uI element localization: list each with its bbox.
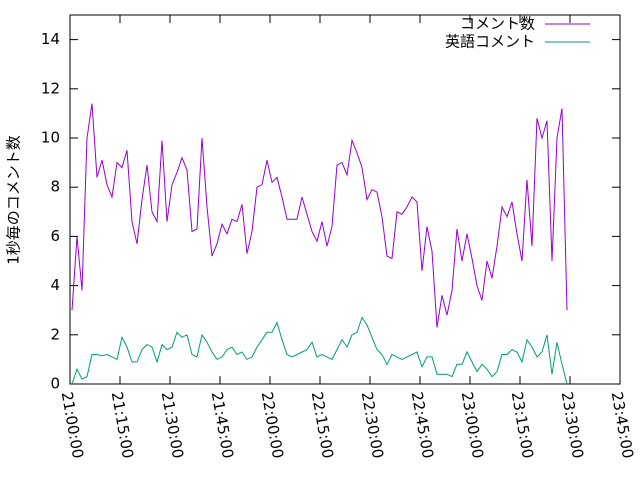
series-line bbox=[71, 103, 568, 328]
y-tick-label: 0 bbox=[50, 375, 60, 393]
y-tick-label: 10 bbox=[41, 129, 60, 147]
x-tick-label: 21:30:00 bbox=[158, 390, 187, 459]
y-tick-label: 12 bbox=[41, 79, 60, 97]
x-tick-label: 23:00:00 bbox=[458, 390, 487, 459]
y-tick-label: 14 bbox=[41, 30, 60, 48]
y-tick-label: 4 bbox=[50, 276, 60, 294]
x-tick-label: 23:45:00 bbox=[608, 390, 637, 459]
x-tick-label: 22:15:00 bbox=[308, 390, 337, 459]
plot-frame bbox=[69, 14, 621, 385]
x-tick-label: 21:45:00 bbox=[208, 390, 237, 459]
x-tick-label: 22:45:00 bbox=[408, 390, 437, 459]
series-line bbox=[71, 316, 568, 385]
x-tick-label: 21:15:00 bbox=[108, 390, 137, 459]
y-axis-label: 1秒毎のコメント数 bbox=[5, 135, 23, 265]
y-tick-label: 2 bbox=[50, 325, 60, 343]
x-tick-label: 21:00:00 bbox=[58, 390, 87, 459]
x-tick-label: 23:15:00 bbox=[508, 390, 537, 459]
x-tick-label: 23:30:00 bbox=[558, 390, 587, 459]
x-tick-label: 22:30:00 bbox=[358, 390, 387, 459]
x-tick-label: 22:00:00 bbox=[258, 390, 287, 459]
legend-label: コメント数 bbox=[460, 15, 535, 33]
y-tick-label: 8 bbox=[50, 178, 60, 196]
y-tick-label: 6 bbox=[50, 227, 60, 245]
legend-label: 英語コメント bbox=[445, 33, 535, 51]
